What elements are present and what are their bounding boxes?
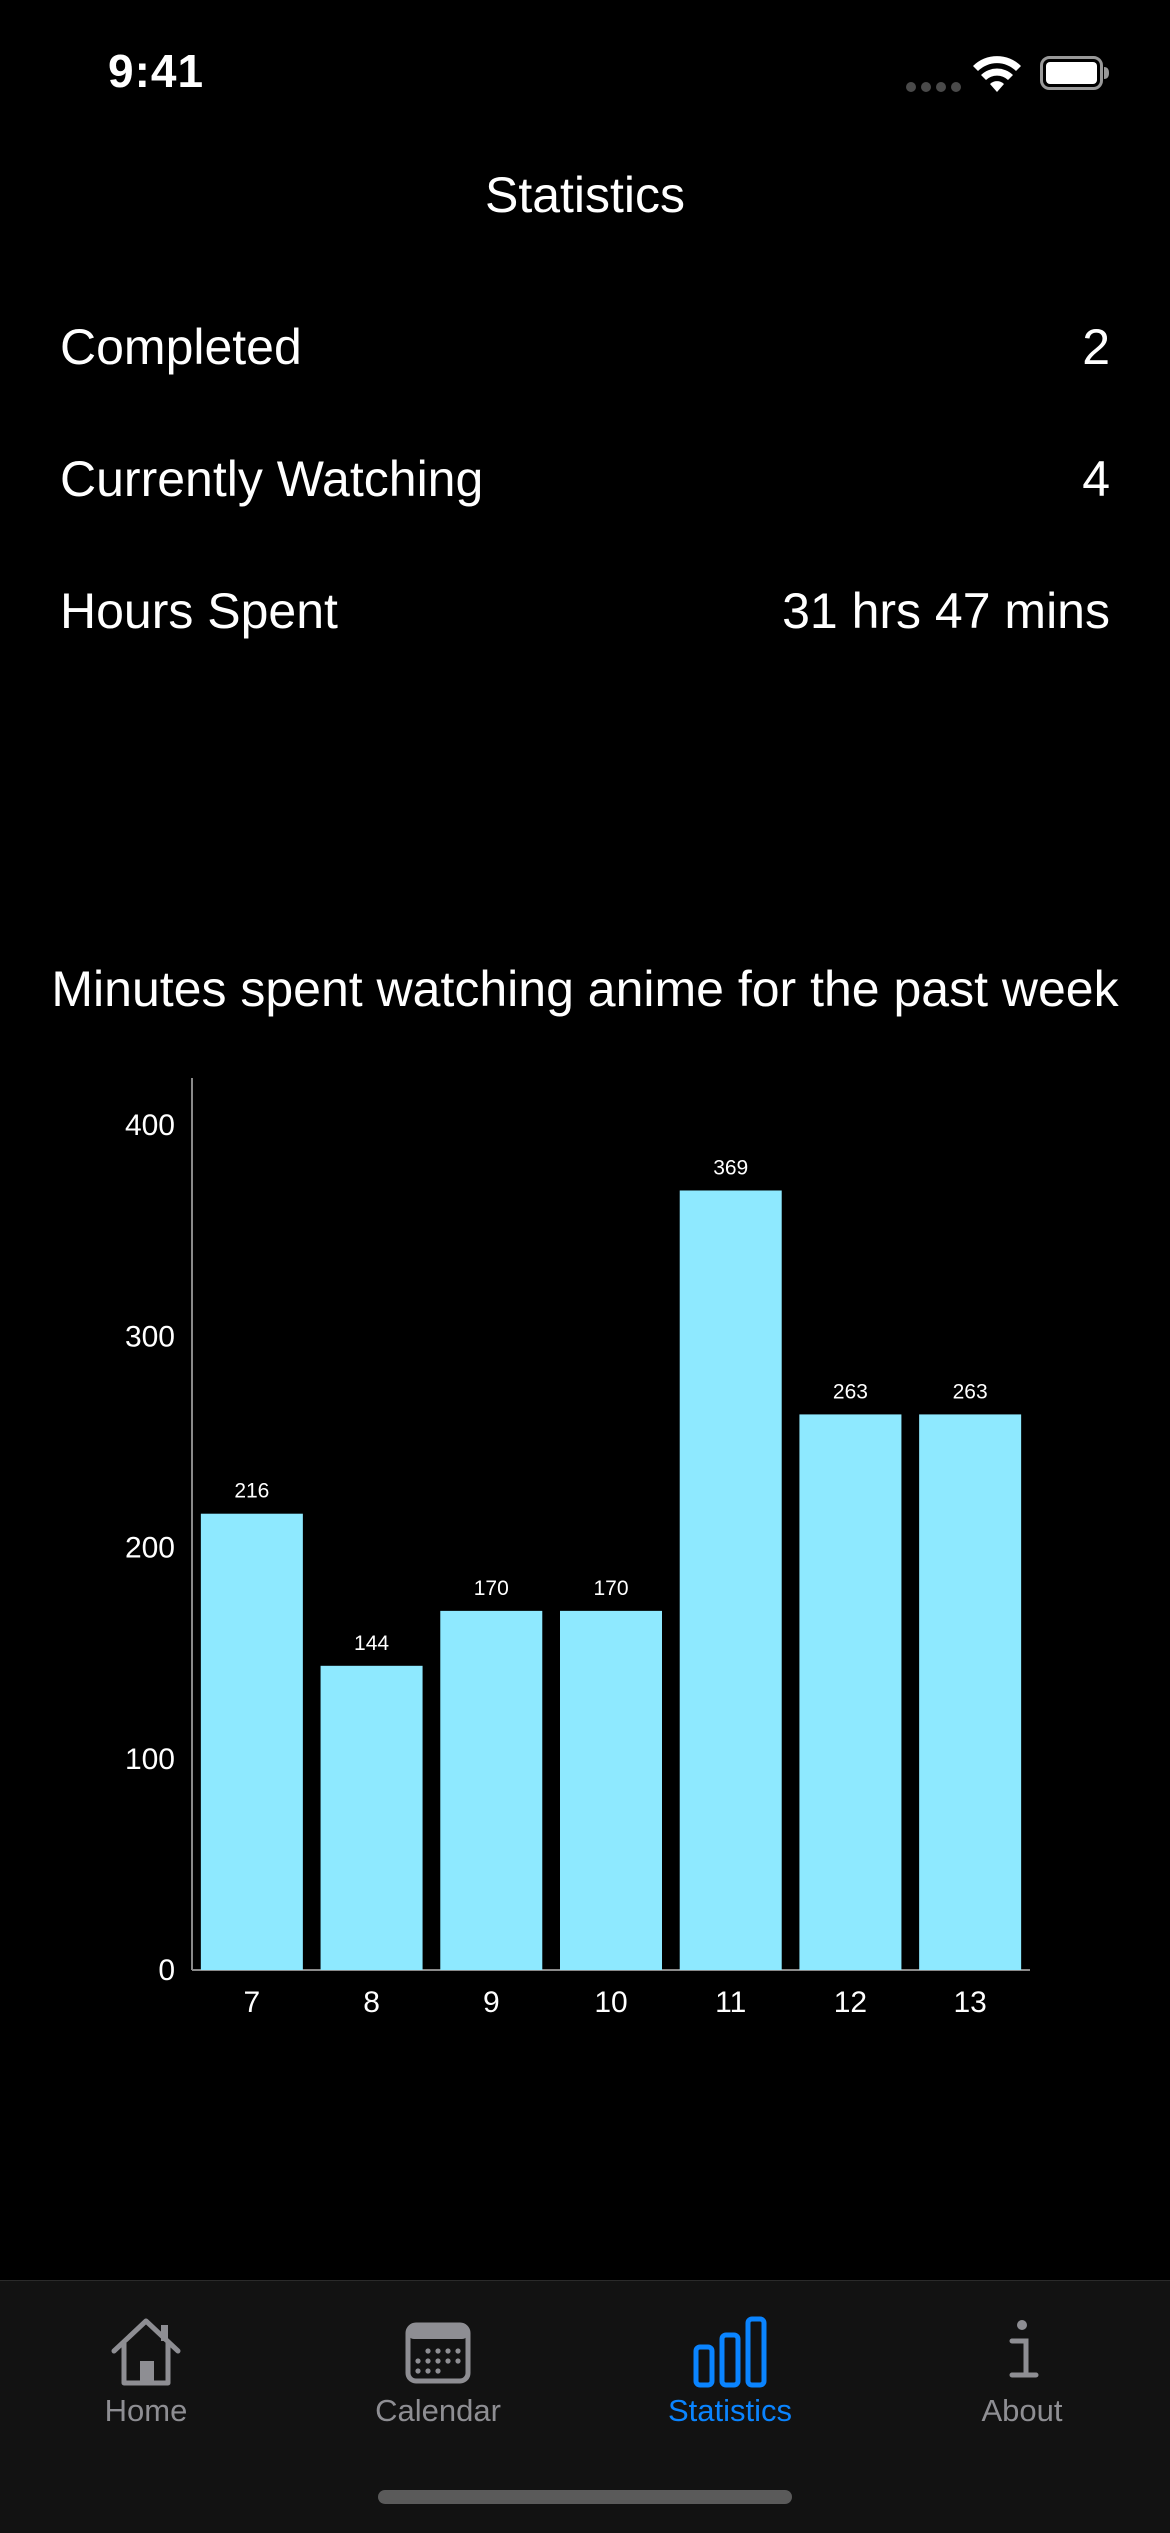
y-tick-label: 100 <box>125 1743 175 1776</box>
stat-row-completed: Completed 2 <box>60 318 1110 398</box>
stat-row-currently-watching: Currently Watching 4 <box>60 450 1110 530</box>
bar-chart: 0 100 200 300 400 216 7 144 8 170 9 170 10 369 11 263 12… <box>125 1078 1030 2019</box>
x-tick-label: 11 <box>715 1986 746 2019</box>
bar-data-label: 170 <box>474 1577 509 1600</box>
stat-label: Completed <box>60 319 302 375</box>
tab-label: Statistics <box>667 2393 793 2428</box>
home-indicator <box>378 2490 792 2504</box>
x-tick-label: 9 <box>483 1986 500 2019</box>
tab-home[interactable]: Home <box>0 2281 292 2451</box>
bar <box>919 1414 1022 1970</box>
tab-label: About <box>981 2393 1063 2428</box>
stat-label: Currently Watching <box>60 451 484 507</box>
stat-value: 31 hrs 47 mins <box>782 583 1110 639</box>
tab-label: Calendar <box>375 2393 501 2428</box>
bar <box>560 1610 662 1970</box>
stat-row-hours-spent: Hours Spent 31 hrs 47 mins <box>60 582 1110 662</box>
bar <box>320 1665 423 1970</box>
stat-value: 2 <box>1082 319 1110 375</box>
tab-label: Home <box>104 2393 188 2428</box>
device-notch <box>268 0 902 96</box>
bar <box>679 1190 782 1970</box>
x-tick-label: 8 <box>363 1986 380 2019</box>
bar <box>799 1414 902 1970</box>
stat-value: 4 <box>1082 451 1110 507</box>
bar-data-label: 263 <box>833 1380 868 1403</box>
chart-title: Minutes spent watching anime for the pas… <box>51 961 1119 1017</box>
calendar-icon <box>405 2322 471 2384</box>
cellular-signal-icon <box>906 80 962 92</box>
tab-calendar[interactable]: Calendar <box>292 2281 584 2451</box>
x-tick-label: 12 <box>834 1986 867 2019</box>
y-tick-label: 0 <box>158 1954 175 1987</box>
x-tick-label: 13 <box>953 1986 986 2019</box>
tab-statistics[interactable]: Statistics <box>584 2281 876 2451</box>
status-time: 9:41 <box>108 45 205 97</box>
bar-data-label: 144 <box>354 1632 389 1655</box>
page-title: Statistics <box>484 167 686 223</box>
wifi-icon <box>973 56 1021 92</box>
bar <box>200 1513 303 1970</box>
x-tick-label: 10 <box>594 1986 627 2019</box>
bar-data-label: 369 <box>713 1156 748 1179</box>
stat-label: Hours Spent <box>60 583 338 639</box>
y-tick-label: 400 <box>125 1109 175 1142</box>
bar-data-label: 216 <box>234 1480 269 1503</box>
info-icon <box>1009 2320 1039 2378</box>
battery-icon <box>1040 56 1109 90</box>
bar-chart-icon <box>693 2316 767 2388</box>
y-tick-label: 300 <box>125 1320 175 1353</box>
y-tick-label: 200 <box>125 1532 175 1565</box>
bar-data-label: 263 <box>953 1380 988 1403</box>
tab-about[interactable]: About <box>876 2281 1168 2451</box>
status-bar: 9:41 <box>0 0 1170 150</box>
bar <box>440 1610 543 1970</box>
bar-data-label: 170 <box>593 1577 628 1600</box>
house-icon <box>111 2318 181 2386</box>
x-tick-label: 7 <box>244 1986 261 2019</box>
